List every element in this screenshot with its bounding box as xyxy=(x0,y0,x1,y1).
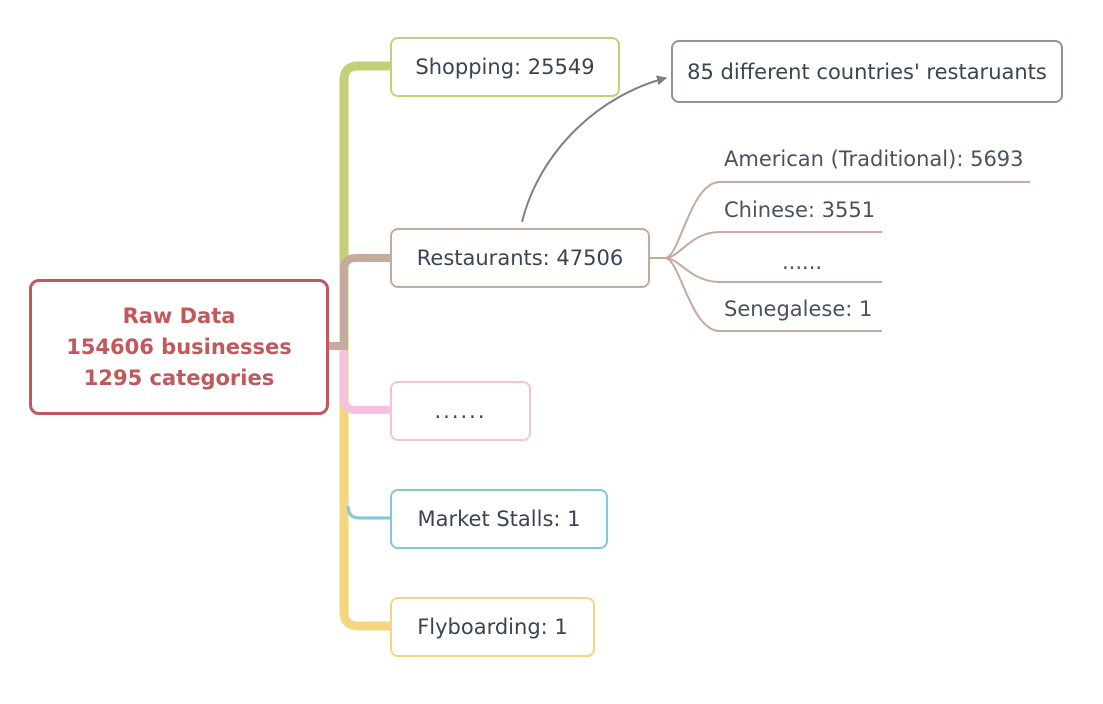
category-node-market-stalls[interactable]: Market Stalls: 1 xyxy=(390,489,608,549)
subcategory-american[interactable]: American (Traditional): 5693 xyxy=(724,147,1024,171)
note-text: 85 different countries' restaruants xyxy=(687,59,1047,84)
restaurant-countries-note[interactable]: 85 different countries' restaruants xyxy=(671,40,1063,103)
branch-flyboarding xyxy=(339,346,390,631)
branch-restaurants xyxy=(329,254,390,350)
root-node[interactable]: Raw Data 154606 businesses 1295 categori… xyxy=(29,279,329,415)
category-node-shopping[interactable]: Shopping: 25549 xyxy=(390,37,620,97)
category-label: Flyboarding: 1 xyxy=(417,615,568,639)
link-senegalese xyxy=(664,257,882,332)
link-chinese xyxy=(664,231,882,259)
category-node-flyboarding[interactable]: Flyboarding: 1 xyxy=(390,597,595,657)
category-label: Shopping: 25549 xyxy=(415,55,595,79)
root-title: Raw Data xyxy=(122,303,236,328)
root-business-count: 154606 businesses xyxy=(66,334,292,359)
subcategory-chinese[interactable]: Chinese: 3551 xyxy=(724,198,876,222)
branch-shopping xyxy=(339,61,390,346)
branch-more xyxy=(340,346,390,414)
branch-market-stalls xyxy=(346,505,390,520)
subcategory-more[interactable]: ...... xyxy=(782,250,823,274)
link-dots xyxy=(664,257,882,283)
category-label: ...... xyxy=(434,399,487,423)
note-arrow xyxy=(521,75,667,223)
category-label: Restaurants: 47506 xyxy=(416,246,624,270)
category-node-more[interactable]: ...... xyxy=(390,381,531,441)
category-label: Market Stalls: 1 xyxy=(417,507,581,531)
subcategory-senegalese[interactable]: Senegalese: 1 xyxy=(724,297,873,321)
root-category-count: 1295 categories xyxy=(83,365,275,390)
category-node-restaurants[interactable]: Restaurants: 47506 xyxy=(390,228,650,288)
